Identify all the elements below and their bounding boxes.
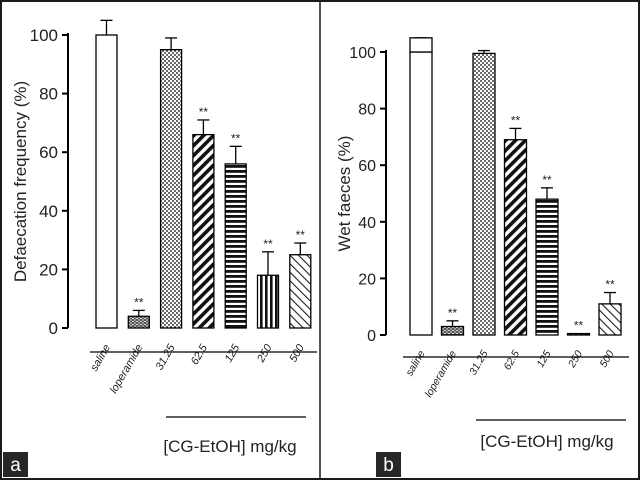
significance-mark: ** (263, 237, 273, 251)
category-label: 62.5 (501, 348, 522, 372)
significance-mark: ** (296, 228, 306, 242)
x-axis-label: [CG-EtOH] mg/kg (480, 432, 613, 451)
category-label: 250 (255, 342, 276, 366)
bar-loperamide (440, 325, 465, 336)
y-tick-label: 100 (349, 45, 376, 62)
y-tick-label: 80 (358, 102, 376, 119)
bar-saline (409, 51, 433, 336)
bar-saline (95, 34, 118, 329)
saline-bar-cap (409, 37, 433, 53)
y-tick-label: 20 (39, 260, 58, 279)
bar-500 (598, 303, 622, 336)
y-tick-label: 80 (39, 85, 58, 104)
category-label: loperamide (423, 348, 459, 399)
bar-loperamide (127, 315, 150, 329)
y-tick-label: 60 (39, 143, 58, 162)
category-label: 62.5 (189, 342, 211, 367)
bar-31.25 (159, 49, 183, 329)
y-tick-label: 0 (367, 328, 376, 345)
category-label: 125 (534, 348, 553, 369)
y-tick-label: 40 (39, 202, 58, 221)
category-label: 250 (565, 348, 585, 370)
panel-a: 0 20 40 60 80 100 Defaecation frequency (%) sal… (3, 19, 317, 477)
category-label: 125 (223, 342, 243, 365)
y-axis-label: Defaecation frequency (%) (11, 81, 30, 282)
bar-250 (566, 332, 591, 336)
category-label: 500 (287, 342, 307, 365)
category-label: loperamide (108, 343, 146, 396)
y-tick-label: 100 (30, 26, 58, 45)
bar-125 (535, 198, 559, 336)
significance-mark: ** (448, 306, 458, 320)
y-tick-label: 60 (358, 158, 376, 175)
significance-mark: ** (542, 173, 552, 187)
bar-500 (289, 254, 312, 329)
y-tick-label: 40 (358, 215, 376, 232)
significance-mark: ** (605, 278, 615, 292)
significance-mark: ** (231, 131, 241, 145)
category-label: 31.25 (154, 342, 179, 373)
significance-mark: ** (199, 105, 209, 119)
bar-250 (256, 274, 280, 329)
bar-62.5 (503, 139, 528, 336)
category-label: 31.25 (467, 348, 491, 377)
category-label: 500 (597, 348, 616, 369)
x-axis-label: [CG-EtOH] mg/kg (163, 437, 296, 456)
panel-b: 0 20 40 60 80 100 Wet faeces (%) saline ** lopera… (335, 37, 629, 477)
bar-125 (224, 163, 247, 329)
significance-mark: ** (574, 319, 584, 333)
category-label: saline (403, 348, 427, 378)
category-label: saline (88, 343, 113, 374)
y-tick-label: 0 (49, 319, 58, 338)
panel-label-box (3, 452, 28, 477)
significance-mark: ** (511, 113, 521, 127)
bar-31.25 (472, 52, 496, 336)
significance-mark: ** (134, 295, 144, 309)
panel-label: b (383, 455, 394, 476)
y-axis-label: Wet faeces (%) (335, 136, 354, 252)
bar-62.5 (192, 133, 215, 329)
y-tick-label: 20 (358, 271, 376, 288)
panel-label-box (376, 452, 401, 477)
panel-label: a (10, 455, 21, 476)
